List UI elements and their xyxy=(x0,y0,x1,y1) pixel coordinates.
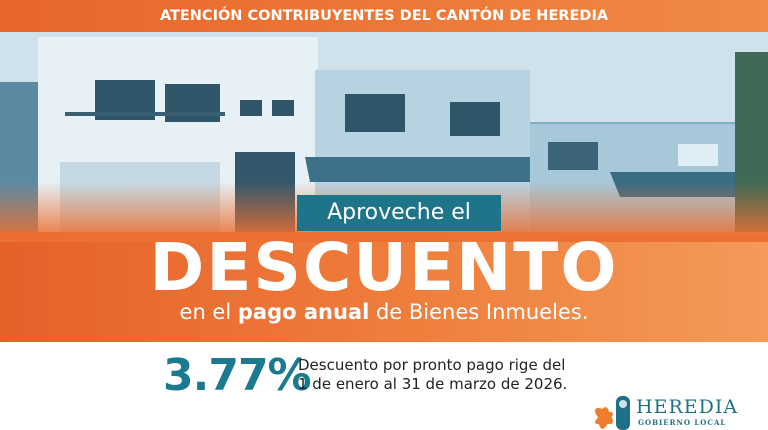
hero: Aproveche el DESCUENTO en el pago anual … xyxy=(0,32,768,342)
subtitle-post: de Bienes Inmueles. xyxy=(369,300,589,324)
subtitle-bold: pago anual xyxy=(237,300,370,324)
intro-label: Aproveche el xyxy=(297,195,501,231)
heredia-logo: HEREDIA GOBIERNO LOCAL xyxy=(590,394,760,430)
top-banner: ATENCIÓN CONTRIBUYENTES DEL CANTÓN DE HE… xyxy=(0,0,768,32)
banner-title: ATENCIÓN CONTRIBUYENTES DEL CANTÓN DE HE… xyxy=(159,8,609,24)
info-line-1: Descuento por pronto pago rige del xyxy=(298,356,566,374)
logo-tagline: GOBIERNO LOCAL xyxy=(638,418,727,427)
subtitle: en el pago anual de Bienes Inmueles. xyxy=(0,300,768,324)
discount-info: Descuento por pronto pago rige del 1 de … xyxy=(298,356,567,394)
headline: DESCUENTO xyxy=(149,229,619,306)
discount-percentage: 3.77% xyxy=(163,350,312,401)
subtitle-pre: en el xyxy=(179,300,238,324)
info-line-2: 1 de enero al 31 de marzo de 2026. xyxy=(298,375,568,393)
logo-emblem-icon xyxy=(594,396,630,430)
logo-name: HEREDIA xyxy=(636,396,739,418)
